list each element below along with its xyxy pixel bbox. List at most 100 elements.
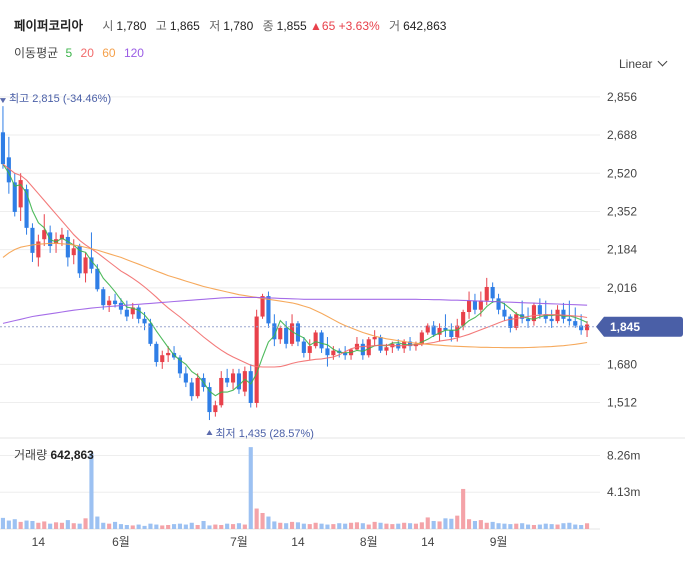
candle-body xyxy=(189,382,194,397)
y-tick-label: 1,512 xyxy=(607,396,637,410)
volume-bar xyxy=(437,521,442,529)
candle-body xyxy=(295,323,301,342)
volume-bar xyxy=(201,520,206,529)
candle-body xyxy=(0,132,6,165)
ma-20-label: 20 xyxy=(80,46,94,60)
moving-average-legend[interactable]: 이동평균 5 20 60 120 xyxy=(14,44,149,61)
volume-bar xyxy=(225,523,230,529)
volume-bar xyxy=(71,523,76,529)
volume-bar xyxy=(390,524,395,529)
volume-bar xyxy=(472,520,478,529)
candle-body xyxy=(319,332,324,349)
volume-bar xyxy=(207,525,212,529)
candle-body xyxy=(230,373,236,383)
max-marker-arrow xyxy=(0,98,6,104)
high-value: 1,865 xyxy=(169,19,200,33)
volume-bar xyxy=(12,519,17,529)
candle-body xyxy=(579,325,584,331)
volume-bar xyxy=(573,524,578,529)
volume-bar xyxy=(289,521,295,529)
y-tick-label: 2,016 xyxy=(607,281,637,295)
volume-bar xyxy=(431,520,436,529)
candle-body xyxy=(65,236,70,258)
candle-body xyxy=(466,300,472,312)
moving-average-60-line xyxy=(2,242,588,349)
volume-bar xyxy=(331,524,336,529)
candle-body xyxy=(12,182,17,212)
volume-value: 642,863 xyxy=(403,19,447,33)
volume-bar xyxy=(230,524,236,529)
candle-body xyxy=(343,352,348,356)
candle-body xyxy=(508,316,513,328)
moving-average-label: 이동평균 xyxy=(14,46,59,60)
volume-bar xyxy=(531,524,537,529)
volume-bar xyxy=(154,524,159,529)
candle-body xyxy=(278,327,283,340)
volume-bar xyxy=(419,522,424,529)
moving-average-120-line xyxy=(2,296,588,324)
volume-bar xyxy=(36,522,41,529)
volume-bar xyxy=(160,525,165,529)
volume-bar xyxy=(148,523,153,529)
volume-bar xyxy=(514,523,519,529)
volume-bar xyxy=(189,522,194,529)
y-tick-label: 2,520 xyxy=(607,166,637,180)
candle-body xyxy=(177,357,183,374)
volume-bar xyxy=(343,523,348,529)
volume-bar xyxy=(254,508,259,529)
candle-body xyxy=(307,346,312,353)
candle-body xyxy=(543,314,548,319)
candle-body xyxy=(484,286,489,301)
volume-bar xyxy=(89,453,94,529)
candle-body xyxy=(207,387,212,413)
volume-bar xyxy=(466,519,472,529)
candle-body xyxy=(36,241,41,258)
volume-bar xyxy=(142,525,147,529)
candle-body xyxy=(366,339,371,356)
candle-body xyxy=(496,298,501,310)
volume-label: 거 xyxy=(389,19,401,33)
candle-body xyxy=(160,355,165,363)
candle-body xyxy=(154,343,159,363)
candle-body xyxy=(242,371,247,392)
volume-bar xyxy=(525,524,531,529)
candle-body xyxy=(142,318,147,324)
volume-bar xyxy=(490,521,495,529)
candle-body xyxy=(248,371,253,403)
candle-body xyxy=(59,234,65,240)
candle-body xyxy=(272,323,277,340)
volume-bar xyxy=(354,522,360,529)
x-tick-label: 9월 xyxy=(490,535,508,549)
volume-bar xyxy=(307,524,312,529)
candle-body xyxy=(107,300,112,306)
candle-body xyxy=(136,307,141,319)
y-tick-label: 2,856 xyxy=(607,90,637,104)
volume-bar xyxy=(112,521,118,529)
candle-body xyxy=(478,300,483,310)
volume-bar xyxy=(537,524,542,529)
volume-bar xyxy=(579,524,584,529)
volume-bar xyxy=(407,523,413,529)
volume-bar xyxy=(561,523,566,529)
volume-bar xyxy=(360,523,365,529)
scale-toggle-button[interactable]: Linear xyxy=(619,56,668,71)
volume-bar xyxy=(384,523,389,529)
candle-body xyxy=(502,309,507,317)
volume-bar xyxy=(30,520,35,529)
candle-body xyxy=(213,405,218,413)
candle-body xyxy=(449,330,454,338)
volume-bar xyxy=(130,525,135,529)
volume-bar xyxy=(348,522,354,529)
candle-body xyxy=(378,337,383,351)
volume-bar xyxy=(24,520,29,529)
volume-bar xyxy=(77,523,82,529)
candle-body xyxy=(372,337,377,340)
candle-body xyxy=(443,327,448,331)
candle-body xyxy=(584,324,590,331)
current-price-tag xyxy=(596,316,683,337)
x-tick-label: 14 xyxy=(421,535,435,549)
candle-body xyxy=(89,257,94,269)
candle-body xyxy=(124,309,129,317)
candle-body xyxy=(384,347,389,351)
